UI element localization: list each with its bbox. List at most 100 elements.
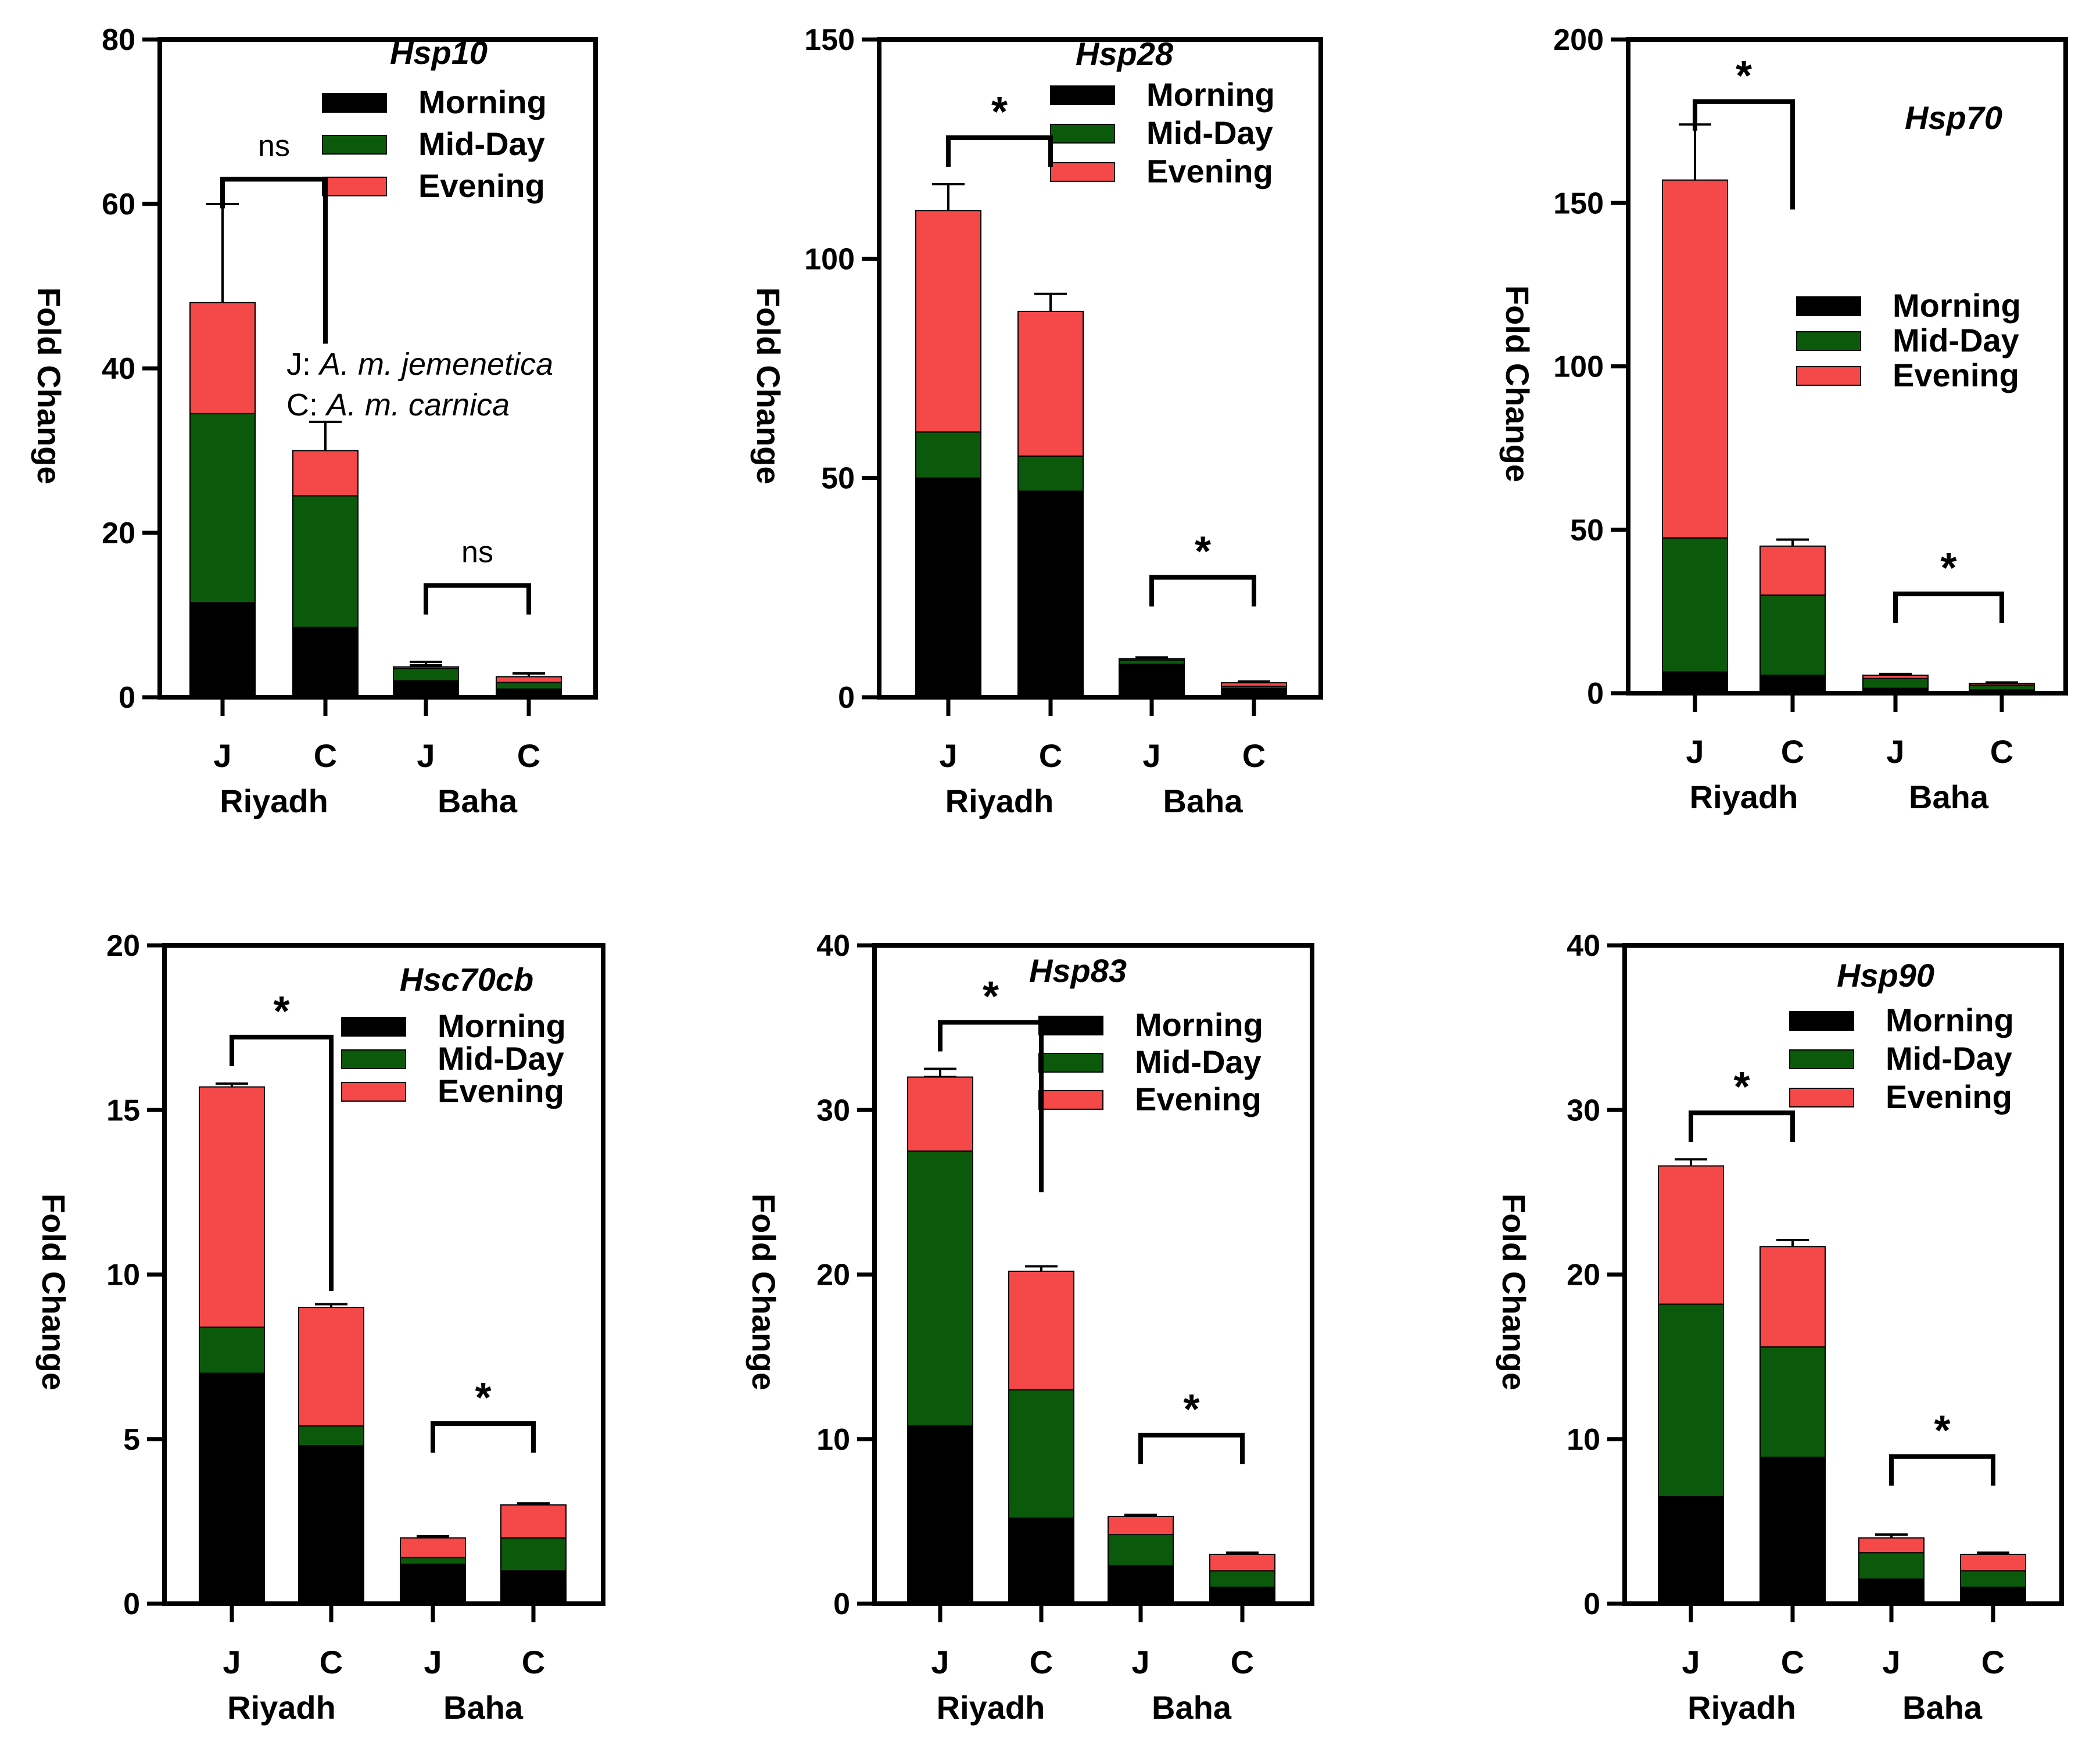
bar-evening-2	[1862, 675, 1929, 679]
significance-bracket	[424, 583, 531, 615]
bar-morning-0	[907, 1425, 973, 1605]
legend-label: Morning	[418, 84, 547, 120]
group-label-baha: Baha	[443, 1689, 524, 1726]
bar-midday-3	[500, 1537, 567, 1572]
legend-label: Evening	[1146, 153, 1273, 189]
significance-bracket	[431, 1421, 536, 1453]
legend-swatch-morning	[322, 93, 387, 113]
legend-label: Mid-Day	[1893, 322, 2019, 359]
y-tick-label: 0	[123, 1587, 140, 1621]
legend-label: Evening	[438, 1073, 564, 1109]
group-label-riyadh: Riyadh	[937, 1689, 1045, 1726]
legend-swatch-midday	[322, 135, 387, 155]
x-tick-label: J	[931, 1644, 949, 1680]
x-tick-label: C	[517, 737, 540, 774]
significance-bracket	[1693, 99, 1795, 210]
significance-bracket	[1889, 1454, 1995, 1486]
group-label-riyadh: Riyadh	[945, 783, 1054, 819]
y-tick-label: 20	[816, 1259, 850, 1292]
legend-swatch-evening	[322, 177, 387, 196]
legend-swatch-evening	[341, 1082, 406, 1102]
significance-bracket	[946, 135, 1053, 167]
group-label-baha: Baha	[1902, 1689, 1983, 1726]
bar-morning-3	[500, 1570, 567, 1605]
y-tick-label: 5	[123, 1423, 140, 1457]
significance-label: *	[991, 89, 1008, 135]
significance-label: *	[1736, 53, 1752, 99]
y-tick-label: 15	[106, 1094, 140, 1127]
y-tick-label: 40	[816, 929, 850, 963]
significance-bracket	[220, 177, 328, 344]
bar-midday-3	[1960, 1570, 2026, 1588]
significance-label: *	[983, 973, 999, 1020]
species-note: J: A. m. jemenetica C: A. m. carnica	[286, 347, 553, 422]
x-tick-label: J	[1682, 1644, 1700, 1680]
legend-swatch-midday	[1789, 1049, 1854, 1069]
x-tick-label: C	[1781, 733, 1804, 770]
legend-label: Morning	[1886, 1002, 2014, 1038]
bar-evening-1	[1759, 1246, 1826, 1348]
significance-label: *	[1195, 529, 1211, 575]
bar-midday-0	[907, 1150, 973, 1427]
y-tick-label: 0	[119, 681, 135, 715]
y-tick-label: 40	[102, 352, 135, 386]
panel-hsp70: 0 50 100 150 200 J C J C Riyadh Baha Fold Change Hsp…	[1499, 23, 2068, 815]
note-species: A. m. carnica	[325, 388, 510, 422]
y-axis-label: Fold Change	[746, 1193, 782, 1390]
significance-label: ns	[461, 536, 493, 569]
bar-evening-0	[1662, 179, 1728, 539]
x-tick-label: J	[1142, 737, 1160, 774]
significance-bracket	[1149, 575, 1256, 607]
legend-swatch-morning	[1050, 85, 1115, 105]
y-tick-label: 20	[1567, 1259, 1600, 1292]
bar-midday-0	[199, 1327, 265, 1374]
bar-evening-3	[1969, 683, 2035, 686]
x-tick-label: C	[522, 1644, 545, 1680]
chart-title: Hsp70	[1905, 99, 2002, 136]
bar-evening-1	[298, 1307, 364, 1427]
bar-evening-2	[1108, 1515, 1174, 1536]
bar-midday-3	[1969, 684, 2035, 691]
group-label-riyadh: Riyadh	[1687, 1689, 1796, 1726]
legend-swatch-midday	[1050, 124, 1115, 144]
y-tick-label: 10	[816, 1423, 850, 1457]
plot-frame	[877, 37, 1323, 700]
y-tick-label: 20	[102, 517, 135, 550]
y-tick-label: 150	[1553, 187, 1604, 220]
bar-morning-2	[400, 1564, 466, 1605]
bar-midday-1	[1759, 1346, 1826, 1458]
y-tick-label: 0	[833, 1587, 850, 1621]
bar-midday-0	[915, 431, 981, 479]
x-tick-label: C	[1231, 1644, 1254, 1680]
significance-bracket	[1689, 1110, 1795, 1142]
bar-morning-0	[915, 477, 981, 698]
legend-swatch-midday	[1038, 1053, 1103, 1073]
bar-evening-1	[1759, 545, 1826, 596]
bar-morning-2	[1858, 1578, 1925, 1604]
bar-evening-0	[1658, 1165, 1724, 1305]
legend-label: Morning	[1146, 76, 1275, 113]
y-tick-label: 0	[1587, 677, 1604, 711]
bar-morning-1	[292, 626, 359, 698]
bar-morning-1	[1008, 1517, 1074, 1604]
y-tick-label: 40	[1567, 929, 1600, 963]
significance-bracket	[1138, 1432, 1245, 1464]
y-tick-label: 10	[106, 1259, 140, 1292]
legend-label: Mid-Day	[418, 126, 545, 162]
bar-midday-2	[400, 1557, 466, 1565]
bar-evening-3	[1209, 1554, 1275, 1572]
legend-swatch-morning	[341, 1017, 406, 1037]
significance-label: *	[1183, 1386, 1199, 1433]
x-tick-label: J	[1882, 1644, 1900, 1680]
legend-swatch-midday	[341, 1049, 406, 1069]
bar-morning-1	[1759, 675, 1826, 694]
chart-title: Hsc70cb	[400, 961, 533, 998]
legend-label: Morning	[1135, 1006, 1263, 1043]
legend-swatch-morning	[1796, 296, 1861, 316]
bar-midday-2	[1858, 1552, 1925, 1580]
bar-evening-0	[199, 1086, 265, 1328]
significance-label: *	[1733, 1064, 1750, 1110]
bar-evening-2	[1119, 658, 1185, 661]
bar-evening-0	[189, 302, 256, 414]
